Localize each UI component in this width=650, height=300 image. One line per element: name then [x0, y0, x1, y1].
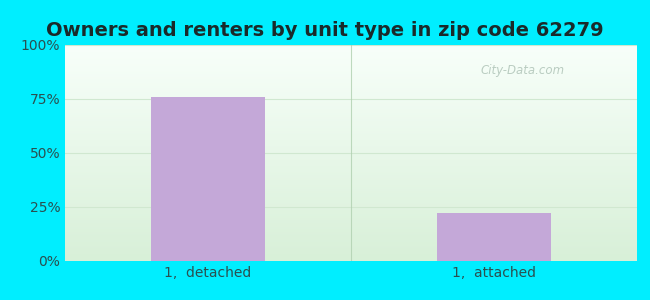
Bar [151, 97, 265, 261]
Text: Owners and renters by unit type in zip code 62279: Owners and renters by unit type in zip c… [46, 21, 604, 40]
Text: City-Data.com: City-Data.com [480, 64, 565, 77]
Bar [437, 214, 551, 261]
